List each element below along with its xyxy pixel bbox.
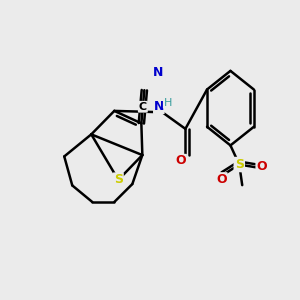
Text: O: O	[256, 160, 267, 172]
Text: N: N	[153, 66, 163, 79]
Text: S: S	[114, 173, 123, 186]
Text: S: S	[235, 158, 244, 171]
Text: N: N	[154, 100, 164, 113]
Text: C: C	[139, 102, 147, 112]
Text: O: O	[176, 154, 186, 167]
Text: O: O	[216, 173, 227, 186]
Text: H: H	[164, 98, 172, 108]
